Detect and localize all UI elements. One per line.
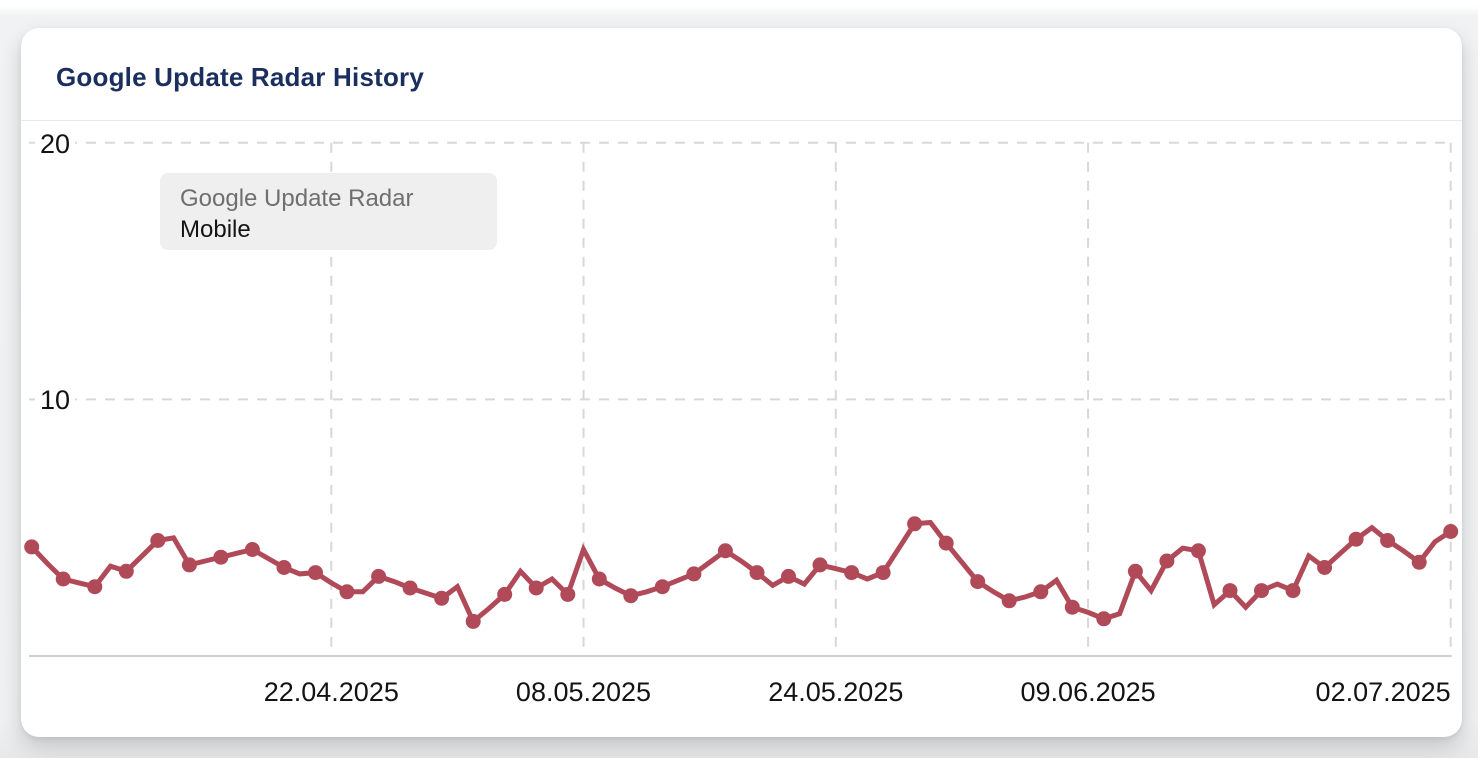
legend-device-label: Mobile <box>180 216 251 243</box>
chart-area: 20 10 22.04.2025 08.05.2025 24.05.2025 0… <box>21 121 1462 737</box>
x-axis-tick-2: 24.05.2025 <box>768 677 904 707</box>
y-axis-tick-10: 10 <box>35 383 76 418</box>
header-divider <box>21 120 1462 121</box>
card-header: Google Update Radar History <box>21 28 1462 120</box>
x-axis-tick-3: 09.06.2025 <box>1020 677 1156 707</box>
google-update-radar-card: Google Update Radar History 20 10 22.04.… <box>21 28 1462 737</box>
legend-series-label: Google Update Radar <box>180 185 414 212</box>
y-axis-tick-20: 20 <box>35 126 76 161</box>
chart-svg[interactable] <box>21 120 1462 737</box>
chart-legend: Google Update Radar Mobile <box>160 173 497 250</box>
page-title: Google Update Radar History <box>56 62 425 92</box>
x-axis-tick-1: 08.05.2025 <box>515 677 652 707</box>
x-axis-tick-0: 22.04.2025 <box>263 677 399 707</box>
x-axis-tick-4: 02.07.2025 <box>1315 677 1451 707</box>
